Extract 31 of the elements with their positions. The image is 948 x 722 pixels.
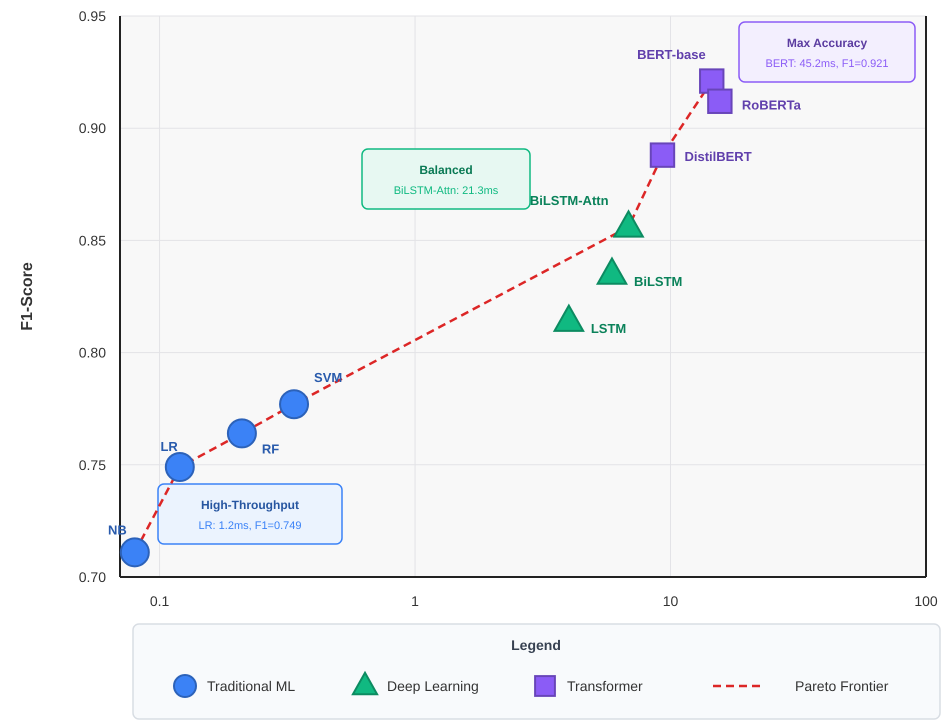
x-tick-label: 0.1 [150,593,170,609]
annotation: RoBERTa [742,97,802,112]
annotation: High-Throughput [201,498,299,512]
annotation: Max Accuracy [786,36,868,50]
annotation: SVM [314,370,342,386]
legend-label: Deep Learning [387,678,479,694]
x-tick-label: 1 [411,593,420,609]
legend-label: Traditional ML [207,678,296,694]
annotation: DistilBERT [684,149,752,164]
annotation: BiLSTM-Attn [530,192,609,208]
legend-title: Legend [511,637,561,653]
y-tick-label: 0.70 [78,569,106,585]
y-axis-title: F1-Score [19,262,36,331]
annotation: Balanced [419,163,473,177]
y-tick-label: 0.85 [78,232,106,248]
legend-label: Transformer [567,678,644,694]
annotation: BiLSTM [634,274,682,290]
annotation: BERT-base [637,47,706,62]
annotation: BERT: 45.2ms, F1=0.921 [765,58,889,70]
x-tick-label: 100 [914,593,938,609]
y-tick-label: 0.80 [78,344,106,361]
legend-label: Pareto Frontier [795,678,889,694]
annotation: RF [262,441,280,456]
annotation: BiLSTM-Attn: 21.3ms [394,185,499,197]
x-tick-label: 10 [662,593,679,609]
y-tick-label: 0.90 [78,120,106,136]
annotation: LR [160,439,178,454]
y-tick-label: 0.95 [78,8,106,24]
annotation: LR: 1.2ms, F1=0.749 [198,520,302,532]
y-tick-label: 0.75 [78,456,106,473]
annotation: LSTM [590,321,626,336]
